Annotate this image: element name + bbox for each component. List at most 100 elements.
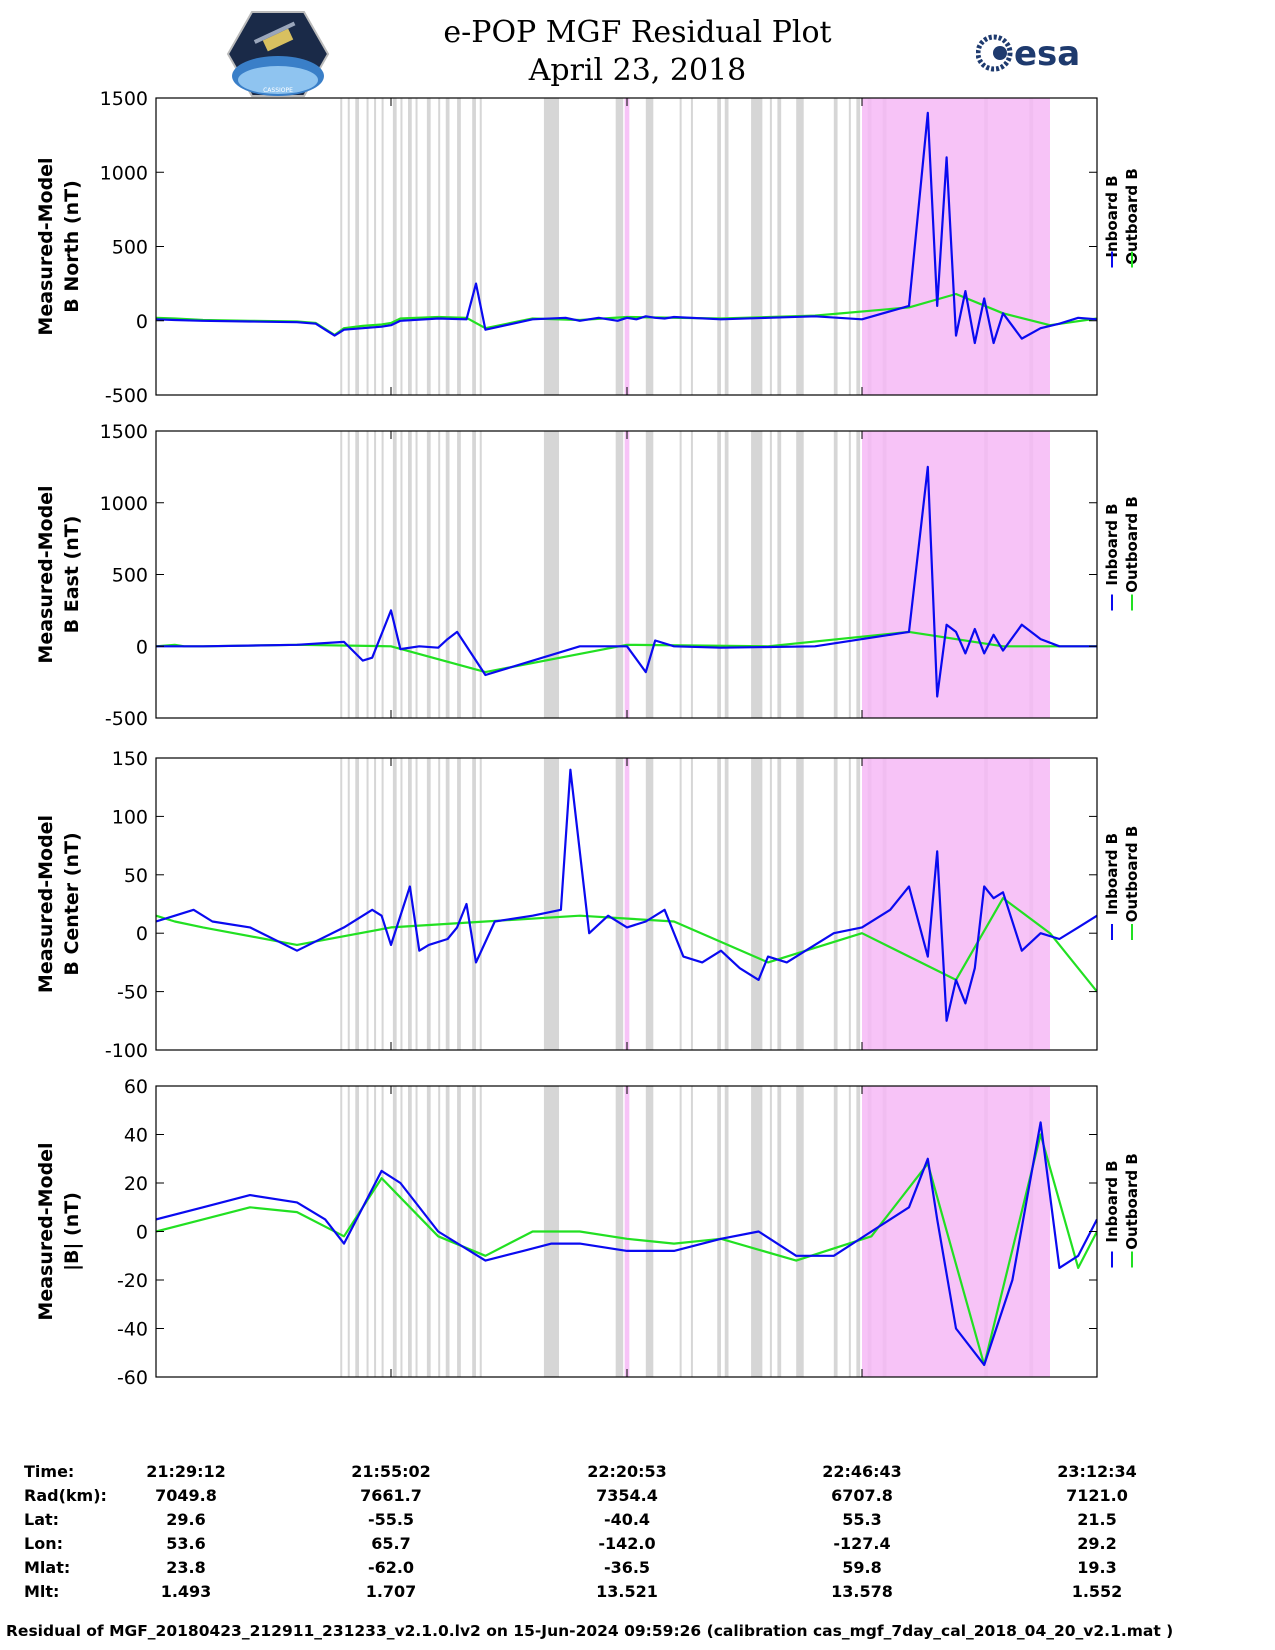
info-cell: 7354.4 <box>596 1486 658 1505</box>
legend-outboard-label: Outboard B <box>1123 168 1141 265</box>
flag-band-gray <box>472 431 476 718</box>
panel-2-plot-area <box>156 431 1097 718</box>
flag-band-gray <box>472 758 476 1050</box>
flag-band-gray <box>381 98 384 395</box>
flag-band-gray <box>366 98 369 395</box>
info-row-label: Lon: <box>24 1534 63 1553</box>
info-row: Mlat: 23.8 -62.0 -36.5 59.8 19.3 <box>0 1558 1275 1582</box>
flag-band-gray <box>438 98 441 395</box>
cassiope-logo-text: CASSIOPE <box>263 87 293 94</box>
info-cell: 13.578 <box>831 1582 893 1601</box>
flag-band-gray <box>724 758 729 1050</box>
y-tick-label: -500 <box>105 708 148 730</box>
flag-band-pink <box>862 758 1050 1050</box>
flag-band-gray <box>769 98 772 395</box>
info-row-label: Rad(km): <box>24 1486 107 1505</box>
info-row-label: Time: <box>24 1462 75 1481</box>
flag-band-gray <box>615 758 624 1050</box>
flag-band-gray <box>833 758 838 1050</box>
info-cell: 6707.8 <box>831 1486 893 1505</box>
info-cell: 22:46:43 <box>822 1462 902 1481</box>
flag-band-gray <box>751 758 763 1050</box>
flag-band-gray <box>407 1086 412 1377</box>
y-axis-label-line1: Measured-Model <box>35 1142 57 1320</box>
flag-band-gray <box>717 758 721 1050</box>
y-tick-label: 150 <box>112 748 148 770</box>
flag-band-gray <box>472 1086 476 1377</box>
flag-band-gray <box>340 1086 343 1377</box>
legend-inboard-label: Inboard B <box>1103 833 1121 915</box>
flag-band-gray <box>415 1086 418 1377</box>
flag-band-gray <box>347 1086 350 1377</box>
legend-outboard-label: Outboard B <box>1123 1153 1141 1250</box>
legend-outboard-label: Outboard B <box>1123 826 1141 923</box>
legend-inboard-label: Inboard B <box>1103 503 1121 585</box>
flag-band-gray <box>415 98 418 395</box>
flag-band-gray <box>366 1086 369 1377</box>
flag-band-gray <box>381 431 384 718</box>
y-axis-label-line2: B East (nT) <box>61 516 83 634</box>
panel-1-plot-area <box>156 98 1097 395</box>
flag-band-gray <box>445 431 450 718</box>
flag-band-gray <box>457 431 461 718</box>
flag-band-gray <box>407 98 412 395</box>
y-tick-label: 50 <box>124 865 148 887</box>
flag-band-gray <box>679 758 682 1050</box>
flag-band-gray <box>679 1086 682 1377</box>
flag-band-gray <box>645 1086 654 1377</box>
flag-band-gray <box>374 1086 377 1377</box>
flag-band-gray <box>407 758 412 1050</box>
flag-band-gray <box>457 98 461 395</box>
panel-3: 150 100 50 0 -50 -100 Measured-Model B Center (… <box>35 748 1141 1062</box>
flag-band-gray <box>848 758 851 1050</box>
flag-band-gray <box>848 1086 851 1377</box>
flag-band-gray <box>426 1086 431 1377</box>
flag-band-gray <box>615 1086 624 1377</box>
flag-band-pink <box>624 431 630 718</box>
flag-band-gray <box>340 431 343 718</box>
flag-band-gray <box>769 758 772 1050</box>
flag-band-gray <box>445 758 450 1050</box>
flag-band-gray <box>856 758 861 1050</box>
flag-band-gray <box>355 758 360 1050</box>
info-cell: 22:20:53 <box>587 1462 667 1481</box>
flag-band-gray <box>796 431 804 718</box>
info-cell: 55.3 <box>842 1510 882 1529</box>
flag-band-gray <box>690 98 693 395</box>
flag-band-gray <box>751 98 763 395</box>
series-inboard-line <box>156 1121 1097 1366</box>
info-row: Time: 21:29:12 21:55:02 22:20:53 22:46:43 23:… <box>0 1462 1275 1486</box>
info-cell: 23.8 <box>166 1558 206 1577</box>
info-cell: 29.2 <box>1077 1534 1117 1553</box>
info-cell: 7661.7 <box>360 1486 422 1505</box>
flag-band-gray <box>479 1086 482 1377</box>
flag-band-gray <box>690 431 693 718</box>
y-tick-label: -50 <box>117 982 148 1004</box>
y-tick-label: 100 <box>112 806 148 828</box>
y-axis-label-line1: Measured-Model <box>35 815 57 993</box>
y-tick-label: 0 <box>136 1222 148 1244</box>
flag-band-gray <box>472 98 476 395</box>
flag-band-gray <box>690 758 693 1050</box>
panel-4: 60 40 20 0 -20 -40 -60 Measured-Model |B| (nT) In… <box>35 1076 1141 1389</box>
info-cell: 21:55:02 <box>351 1462 431 1481</box>
flag-band-gray <box>407 431 412 718</box>
flag-band-gray <box>366 758 369 1050</box>
flag-band-gray <box>340 758 343 1050</box>
flag-band-gray <box>769 431 772 718</box>
flag-band-gray <box>355 1086 360 1377</box>
y-tick-label: 1000 <box>100 162 148 184</box>
series-inboard-line <box>156 768 1097 1022</box>
info-cell: -55.5 <box>367 1510 415 1529</box>
y-tick-label: 500 <box>112 237 148 259</box>
flag-band-gray <box>426 758 431 1050</box>
series-inboard-line <box>156 465 1097 698</box>
flag-band-gray <box>374 98 377 395</box>
y-tick-label: -40 <box>117 1319 148 1341</box>
flag-band-gray <box>796 758 804 1050</box>
flag-band-gray <box>796 1086 804 1377</box>
y-axis-label-line1: Measured-Model <box>35 157 57 335</box>
info-cell: 7049.8 <box>155 1486 217 1505</box>
panel-4-plot-area <box>156 1086 1097 1377</box>
flag-band-gray <box>615 431 624 718</box>
